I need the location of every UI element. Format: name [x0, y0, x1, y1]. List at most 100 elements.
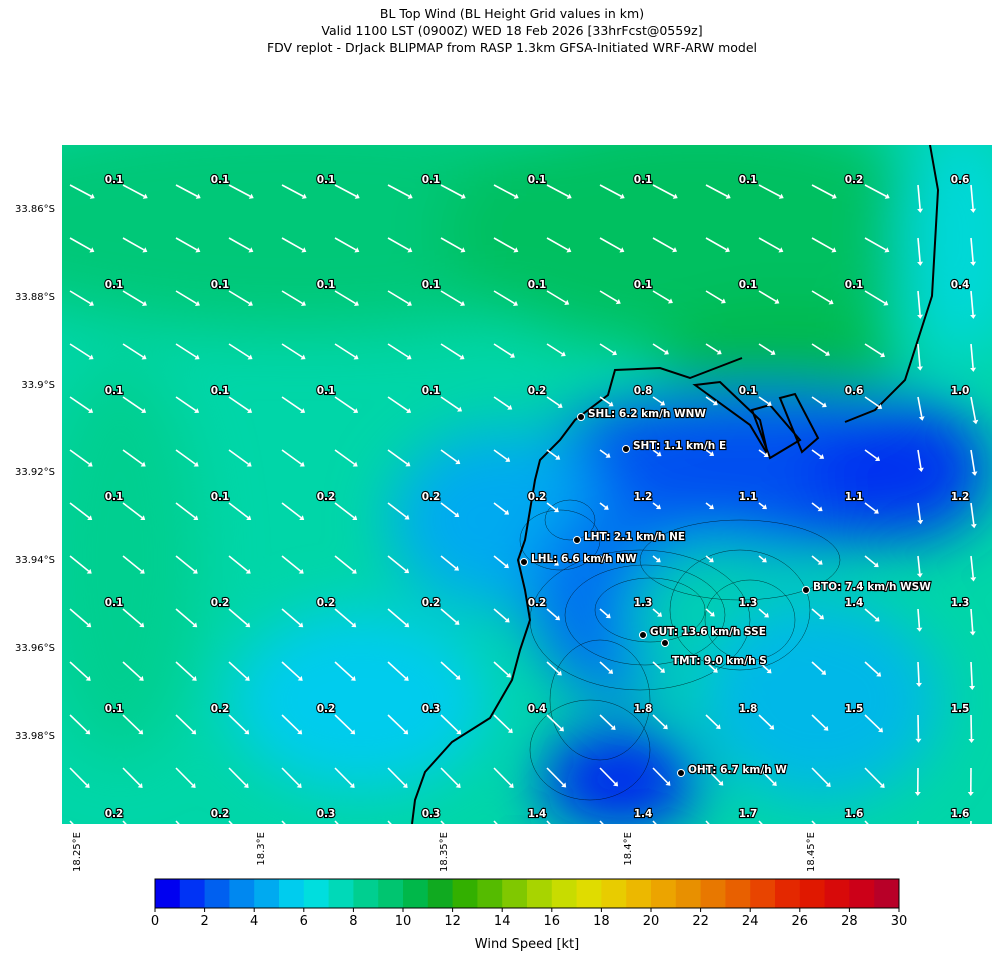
wind-arrow [69, 555, 90, 572]
wind-arrow-head [553, 507, 559, 513]
wind-arrow [864, 502, 877, 512]
wind-arrow-head [247, 354, 253, 360]
wind-arrow-head [672, 193, 678, 199]
wind-arrow [652, 661, 663, 671]
wind-arrow [440, 820, 445, 824]
grid-value: 0.1 [634, 279, 653, 291]
wind-arrow [546, 184, 569, 197]
wind-arrow-head [769, 724, 775, 730]
colorbar-tick-label: 0 [151, 914, 159, 929]
wind-arrow [281, 396, 303, 412]
colorbar-frame [154, 878, 900, 909]
wind-arrow-head [301, 247, 307, 253]
wind-arrow [122, 396, 144, 412]
grid-value: 0.2 [317, 597, 336, 609]
grid-value: 0.2 [528, 491, 547, 503]
wind-arrow-head [195, 247, 201, 253]
wind-arrow [440, 767, 459, 786]
grid-value: 0.1 [105, 491, 124, 503]
wind-arrow-head [298, 622, 304, 628]
wind-arrow [122, 502, 143, 519]
colorbar-swatch [700, 879, 726, 908]
wind-arrow-head [561, 782, 567, 788]
wind-arrow-head [968, 738, 975, 743]
wind-arrow [440, 555, 457, 569]
wind-arrow-head [715, 724, 721, 730]
wind-arrow [387, 343, 409, 358]
wind-arrow-head [564, 299, 570, 305]
wind-arrow [69, 767, 88, 786]
coastline [411, 357, 743, 824]
wind-arrow-head [566, 247, 572, 253]
wind-arrow [175, 449, 196, 465]
wind-arrow-head [918, 416, 925, 421]
colorbar-label: Wind Speed [kt] [475, 937, 579, 952]
wind-arrow-head [245, 568, 251, 574]
wind-arrow [864, 343, 883, 356]
grid-value: 0.2 [422, 491, 441, 503]
colorbar-tick-label: 24 [742, 914, 759, 929]
wind-arrow-head [878, 727, 884, 733]
colorbar-swatch [874, 879, 900, 908]
wind-arrow [599, 502, 607, 508]
wind-arrow [917, 449, 922, 469]
wind-arrow-head [191, 729, 197, 735]
wind-arrow [864, 290, 886, 304]
wind-arrow [69, 449, 90, 465]
wind-arrow [387, 237, 410, 251]
wind-arrow [546, 237, 569, 251]
grid-value: 0.2 [422, 597, 441, 609]
wind-arrow-head [404, 514, 410, 520]
wind-arrow-head [657, 611, 663, 617]
wind-arrow [652, 449, 659, 455]
wind-arrow-head [615, 298, 621, 305]
station-label: GUT: 13.6 km/h SSE [650, 626, 766, 638]
wind-arrow-head [507, 728, 513, 734]
wind-arrow [970, 237, 974, 262]
wind-arrow [864, 449, 878, 460]
wind-arrow [811, 608, 822, 618]
grid-value: 1.8 [739, 703, 758, 715]
wind-arrow-head [559, 726, 564, 732]
grid-value: 0.1 [105, 174, 124, 186]
wind-arrow [387, 502, 407, 518]
grid-value: 0.1 [211, 279, 230, 291]
wind-arrow [917, 290, 921, 315]
station-label: SHL: 6.2 km/h WNW [588, 408, 706, 420]
grid-value: 0.1 [739, 385, 758, 397]
grid-value: 0.1 [317, 279, 336, 291]
wind-arrow [705, 714, 719, 727]
wind-arrow-head [457, 406, 463, 412]
colorbar-swatch [576, 879, 602, 908]
grid-value: 0.2 [845, 174, 864, 186]
wind-arrow-head [875, 456, 881, 461]
wind-arrow [334, 343, 356, 358]
wind-arrow-head [884, 193, 890, 199]
wind-arrow-head [193, 461, 199, 467]
colorbar-tick-label: 22 [692, 914, 709, 929]
wind-arrow [970, 449, 976, 473]
lat-tick-label: 33.92°S [15, 467, 55, 478]
wind-arrow-head [873, 562, 879, 568]
wind-arrow [175, 290, 197, 305]
wind-arrow [970, 290, 974, 315]
wind-arrow [599, 184, 622, 197]
colorbar-swatch [378, 879, 404, 908]
wind-arrow-head [778, 193, 784, 199]
wind-arrow [334, 820, 339, 824]
wind-arrow-head [507, 404, 513, 410]
wind-arrow-head [141, 408, 147, 414]
wind-arrow-head [774, 298, 780, 304]
wind-arrow-head [817, 559, 823, 565]
station-label: OHT: 6.7 km/h W [688, 764, 787, 776]
wind-arrow [546, 555, 557, 564]
grid-value: 1.8 [634, 703, 653, 715]
wind-arrow-head [716, 349, 722, 355]
wind-arrow [175, 820, 180, 824]
colorbar-tick-label: 10 [395, 914, 412, 929]
wind-arrow [811, 661, 824, 673]
wind-arrow [970, 396, 977, 421]
wind-arrow [652, 767, 669, 784]
wind-arrow [864, 714, 881, 731]
wind-arrow [387, 396, 409, 412]
